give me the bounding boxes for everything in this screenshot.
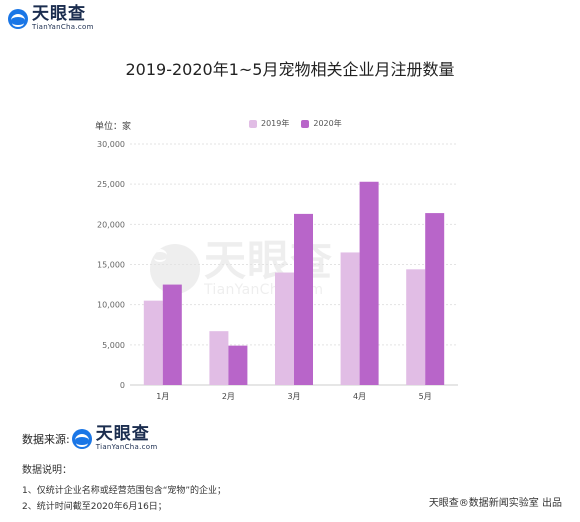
- notes-title: 数据说明：: [22, 465, 72, 476]
- legend-swatch-2019: [249, 119, 257, 128]
- y-tick-label: 20,000: [97, 220, 125, 229]
- source-brand-name: 天眼查: [95, 424, 150, 444]
- bar-2019年-4月: [340, 252, 360, 385]
- legend-item-2020: 2020年: [301, 118, 342, 129]
- y-tick-label: 0: [120, 381, 125, 390]
- bar-2019年-1月: [143, 300, 163, 385]
- legend-label-2019: 2019年: [261, 119, 290, 128]
- brand-name: 天眼查: [32, 4, 86, 24]
- unit-label: 单位：家: [95, 122, 132, 132]
- bar-2019年-3月: [275, 272, 294, 385]
- bar-2020年-4月: [359, 181, 379, 385]
- y-tick-label: 30,000: [97, 140, 125, 149]
- x-tick-label: 3月: [287, 392, 300, 401]
- bar-2020年-1月: [162, 284, 182, 385]
- y-tick-label: 10,000: [97, 301, 125, 310]
- source-row: 数据来源: 天眼查 TianYanCha.com: [22, 426, 157, 451]
- note-item: 2、统计时间截至2020年6月16日；: [22, 502, 167, 512]
- x-tick-label: 2月: [222, 392, 235, 401]
- source-eye-icon: [71, 428, 92, 449]
- y-tick-label: 15,000: [97, 261, 125, 270]
- bar-2020年-2月: [228, 345, 248, 385]
- x-tick-label: 1月: [156, 392, 169, 401]
- bar-2020年-3月: [294, 213, 313, 385]
- legend-item-2019: 2019年: [249, 118, 289, 129]
- source-brand-domain: TianYanCha.com: [95, 443, 158, 451]
- x-tick-label: 4月: [353, 392, 366, 401]
- y-tick-label: 5,000: [102, 341, 125, 350]
- bar-2020年-5月: [425, 213, 445, 385]
- chart-legend: 2019年 2020年: [249, 118, 354, 129]
- chart-title: 2019-2020年1~5月宠物相关企业月注册数量: [125, 60, 455, 79]
- eye-logo-icon: [8, 8, 28, 29]
- source-logo: 天眼查 TianYanCha.com: [71, 424, 158, 451]
- y-tick-label: 25,000: [97, 180, 125, 189]
- note-item: 1、仅统计企业名称或经营范围包含“宠物”的企业；: [22, 486, 227, 496]
- legend-label-2020: 2020年: [313, 119, 342, 128]
- bar-2019年-5月: [406, 269, 426, 385]
- legend-swatch-2020: [301, 119, 310, 128]
- source-label: 数据来源:: [22, 432, 70, 446]
- credit-text: 天眼查®数据新闻实验室 出品: [428, 498, 562, 509]
- brand-logo: 天眼查 TianYanCha.com: [8, 6, 94, 31]
- brand-domain: TianYanCha.com: [32, 23, 94, 31]
- bar-2019年-2月: [209, 331, 229, 385]
- x-tick-label: 5月: [419, 392, 432, 401]
